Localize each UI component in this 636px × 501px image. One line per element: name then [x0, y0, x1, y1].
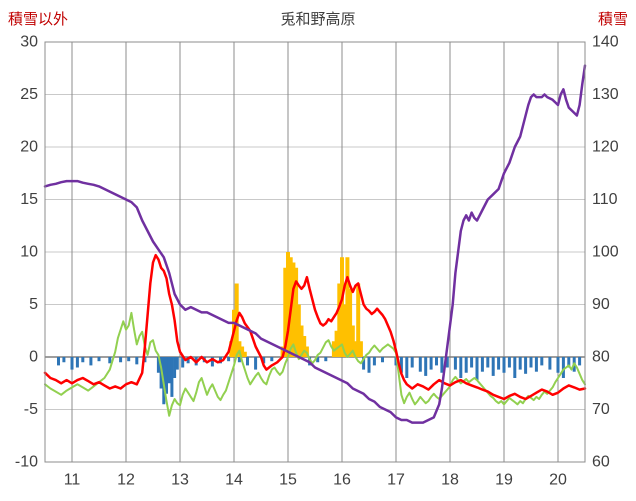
- right-tick-label: 90: [592, 296, 610, 313]
- x-tick-label: 16: [333, 472, 351, 489]
- x-tick-label: 11: [64, 472, 81, 489]
- left-tick-label: -5: [24, 401, 38, 418]
- x-axis-tick-labels: 11 12 13 14 15 16 17 18 19 20: [64, 472, 567, 489]
- left-tick-label: 5: [29, 296, 38, 313]
- right-tick-label: 120: [592, 139, 619, 156]
- snow-depth-purple-line: [43, 64, 587, 424]
- right-tick-label: 110: [592, 191, 618, 208]
- right-tick-label: 70: [592, 401, 610, 418]
- right-axis-tick-labels: 60 70 80 90 100 110 120 130 140: [592, 34, 619, 471]
- x-tick-label: 14: [225, 472, 243, 489]
- left-axis-tick-labels: -10 -5 0 5 10 15 20 25 30: [15, 34, 38, 471]
- x-tick-label: 12: [117, 472, 135, 489]
- chart-title: 兎和野高原: [280, 11, 356, 28]
- right-axis-title: 積雪: [597, 11, 628, 28]
- left-tick-label: 10: [20, 244, 38, 261]
- x-tick-label: 18: [441, 472, 459, 489]
- left-tick-label: 15: [20, 191, 38, 208]
- left-tick-label: 20: [20, 139, 38, 156]
- left-tick-label: 25: [20, 86, 38, 103]
- right-tick-label: 100: [592, 244, 619, 261]
- left-tick-label: 30: [20, 34, 38, 51]
- x-tick-label: 17: [387, 472, 405, 489]
- temperature-red-line: [43, 253, 587, 401]
- x-tick-label: 13: [171, 472, 189, 489]
- right-tick-label: 130: [592, 86, 619, 103]
- left-tick-label: -10: [15, 454, 38, 471]
- x-tick-label: 15: [279, 472, 297, 489]
- right-tick-label: 60: [592, 454, 610, 471]
- left-tick-label: 0: [29, 349, 38, 366]
- x-tick-label: 19: [495, 472, 513, 489]
- plot-border: [44, 41, 586, 463]
- right-tick-label: 80: [592, 349, 610, 366]
- x-tick-label: 20: [549, 472, 567, 489]
- left-axis-title: 積雪以外: [8, 11, 69, 28]
- right-tick-label: 140: [592, 34, 619, 51]
- temperature-green-line: [44, 311, 586, 417]
